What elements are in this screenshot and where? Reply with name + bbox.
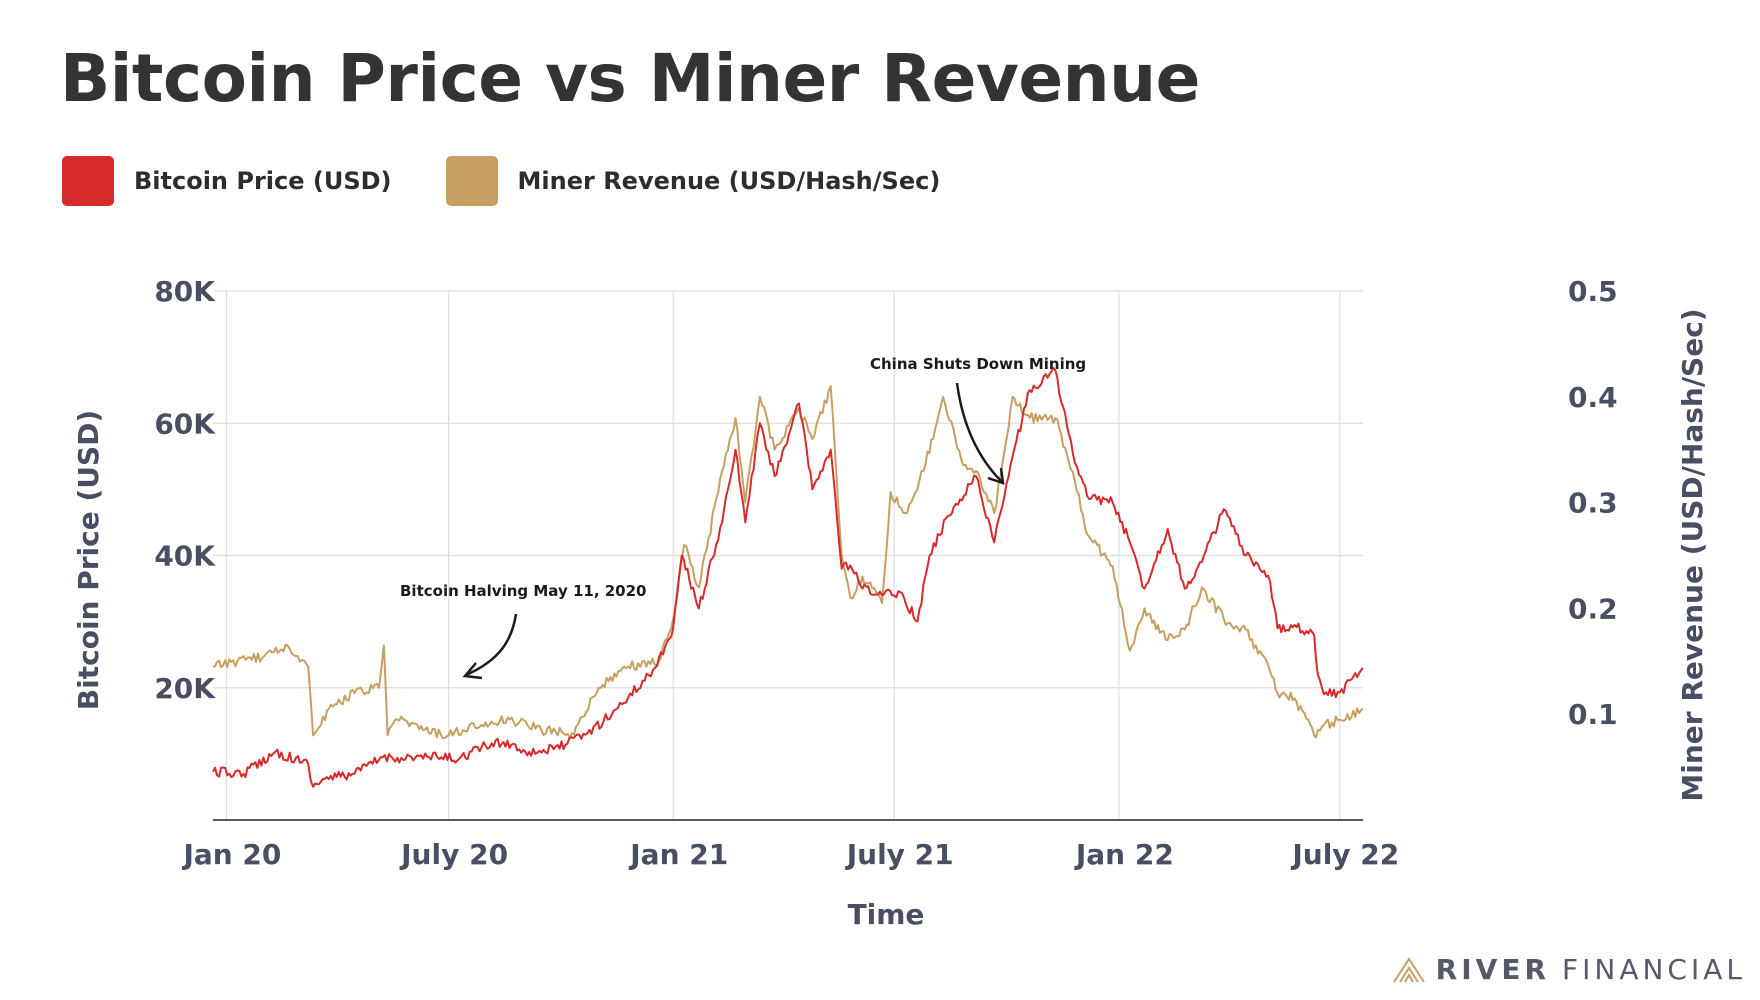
annotations: Bitcoin Halving May 11, 2020 China Shuts… (400, 355, 1086, 680)
y-right-tick-label: 0.5 (1568, 275, 1618, 308)
legend-label-miner-revenue: Miner Revenue (USD/Hash/Sec) (517, 167, 941, 195)
series-layer (212, 367, 1364, 788)
y-left-tick-label: 60K (154, 407, 216, 440)
annotation-halving-arrowhead (462, 662, 483, 680)
brand-name-river: RIVER (1435, 953, 1551, 986)
y-left-tick-label: 80K (154, 275, 216, 308)
annotation-halving: Bitcoin Halving May 11, 2020 (400, 582, 647, 600)
legend-label-bitcoin-price: Bitcoin Price (USD) (134, 167, 392, 195)
y-left-tick-label: 20K (154, 672, 216, 705)
y-left-tick-label: 40K (154, 540, 216, 573)
grid-layer (213, 290, 1363, 820)
y-axis-left-title: Bitcoin Price (USD) (72, 410, 105, 710)
y-right-tick-label: 0.1 (1568, 698, 1618, 731)
x-axis-title: Time (848, 898, 925, 931)
series-line-bitcoin-price (212, 367, 1364, 788)
annotation-halving-arrow (465, 613, 518, 677)
brand-name-financial: FINANCIAL (1562, 953, 1746, 986)
x-tick-label: July 21 (845, 838, 954, 871)
x-tick-label: Jan 22 (1074, 838, 1174, 871)
x-tick-label: Jan 20 (181, 838, 281, 871)
legend: Bitcoin Price (USD) Miner Revenue (USD/H… (62, 156, 994, 206)
brand-logo: RIVER FINANCIAL (1392, 953, 1746, 986)
x-tick-label: July 20 (399, 838, 508, 871)
legend-swatch-bitcoin-price (62, 156, 114, 206)
annotation-china: China Shuts Down Mining (870, 355, 1086, 373)
y-right-tick-label: 0.2 (1568, 592, 1618, 625)
annotation-china-arrow (955, 382, 1003, 483)
annotation-china-arrowhead (987, 467, 1005, 485)
axis-layer: 20K 40K 60K 80K Jan 20 July 20 Jan 21 July 21 Ja… (154, 275, 1617, 871)
y-right-tick-label: 0.3 (1568, 487, 1618, 520)
page-title: Bitcoin Price vs Miner Revenue (60, 40, 1200, 117)
river-logo-icon (1392, 956, 1425, 983)
legend-item-bitcoin-price[interactable]: Bitcoin Price (USD) (62, 156, 392, 206)
y-axis-right-title: Miner Revenue (USD/Hash/Sec) (1676, 308, 1709, 801)
x-tick-label: July 22 (1290, 838, 1399, 871)
series-line-miner-revenue (212, 385, 1364, 740)
x-tick-label: Jan 21 (628, 838, 728, 871)
legend-item-miner-revenue[interactable]: Miner Revenue (USD/Hash/Sec) (445, 156, 941, 206)
legend-swatch-miner-revenue (445, 156, 498, 206)
y-right-tick-label: 0.4 (1568, 381, 1618, 414)
